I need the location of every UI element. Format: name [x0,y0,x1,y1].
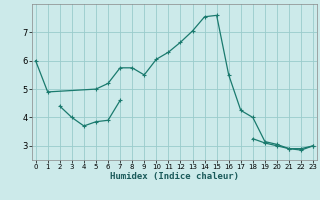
X-axis label: Humidex (Indice chaleur): Humidex (Indice chaleur) [110,172,239,181]
